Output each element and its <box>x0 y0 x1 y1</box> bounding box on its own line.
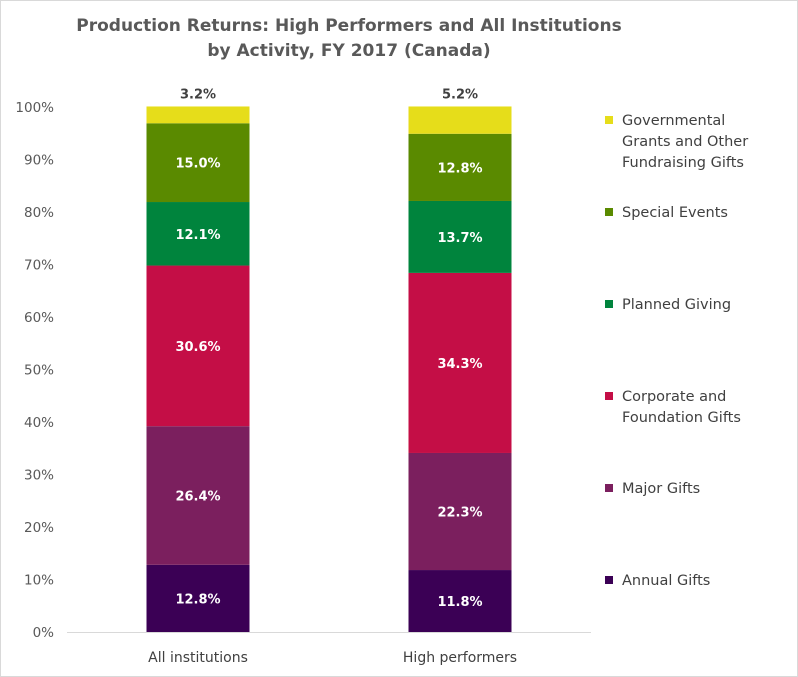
bar-segment <box>146 265 250 427</box>
legend-label: Planned Giving <box>622 297 731 313</box>
legend-swatch <box>605 300 613 308</box>
legend-item: Special Events <box>605 205 728 221</box>
data-label: 15.0% <box>175 157 220 172</box>
legend-item: Governmental Grants and Other Fundraising … <box>605 113 748 171</box>
legend-label: Annual Gifts <box>622 573 710 589</box>
data-label: 5.2% <box>442 87 478 102</box>
legend-label: Special Events <box>622 205 728 221</box>
bar-segment <box>408 106 512 134</box>
bar-segment <box>408 452 512 571</box>
data-label: 3.2% <box>180 87 216 102</box>
legend-item: Corporate and Foundation Gifts <box>605 389 741 426</box>
y-tick-label: 20% <box>24 520 54 536</box>
bar-segment <box>408 133 512 201</box>
bar-segment <box>146 202 250 266</box>
y-tick-label: 0% <box>33 625 55 641</box>
bar-segment <box>408 570 512 632</box>
chart-title-line-2: by Activity, FY 2017 (Canada) <box>207 41 490 61</box>
data-label: 30.6% <box>175 340 220 355</box>
legend-label: Grants and Other <box>622 134 748 150</box>
x-category-label: High performers <box>403 650 517 666</box>
y-tick-label: 70% <box>24 258 54 274</box>
legend-label: Major Gifts <box>622 481 700 497</box>
legend-item: Annual Gifts <box>605 573 710 589</box>
chart-title: Production Returns: High Performers and … <box>76 16 621 61</box>
legend-swatch <box>605 392 613 400</box>
y-tick-label: 80% <box>24 205 54 221</box>
data-label: 34.3% <box>437 357 482 372</box>
data-label: 11.8% <box>437 595 482 610</box>
data-label: 12.1% <box>175 228 220 243</box>
y-tick-label: 40% <box>24 415 54 431</box>
bar-segment <box>146 123 250 203</box>
legend-item: Planned Giving <box>605 297 731 313</box>
bar-stack: 11.8% 22.3% 34.3% 13.7% 12.8% 5.2% <box>408 87 512 632</box>
legend-swatch <box>605 208 613 216</box>
legend: Governmental Grants and Other Fundraising … <box>605 113 748 589</box>
legend-label: Foundation Gifts <box>622 410 741 426</box>
x-category-label: All institutions <box>148 650 248 666</box>
y-tick-label: 30% <box>24 468 54 484</box>
legend-label: Governmental <box>622 113 725 129</box>
legend-label: Corporate and <box>622 389 726 405</box>
bar-segment <box>408 272 512 453</box>
legend-label: Fundraising Gifts <box>622 155 744 171</box>
chart-title-line-1: Production Returns: High Performers and … <box>76 16 621 36</box>
y-tick-label: 100% <box>15 100 54 116</box>
y-tick-label: 60% <box>24 310 54 326</box>
x-axis: All institutions High performers <box>67 632 591 666</box>
bar-stack: 12.8% 26.4% 30.6% 12.1% 15.0% 3.2% <box>146 87 250 632</box>
data-label: 26.4% <box>175 490 220 505</box>
y-tick-label: 90% <box>24 153 54 169</box>
bar-segment <box>146 426 250 565</box>
data-label: 22.3% <box>437 506 482 521</box>
legend-swatch <box>605 116 613 124</box>
legend-item: Major Gifts <box>605 481 700 497</box>
data-label: 12.8% <box>437 161 482 176</box>
legend-swatch <box>605 576 613 584</box>
bars: 12.8% 26.4% 30.6% 12.1% 15.0% 3.2% 11.8% 22.3% 3… <box>146 87 512 632</box>
y-tick-label: 10% <box>24 573 54 589</box>
bar-segment <box>146 106 250 124</box>
y-tick-label: 50% <box>24 363 54 379</box>
bar-segment <box>146 564 250 632</box>
y-axis: 0% 10% 20% 30% 40% 50% 60% 70% 80% 90% 100% <box>15 100 54 641</box>
data-label: 13.7% <box>437 231 482 246</box>
data-label: 12.8% <box>175 592 220 607</box>
bar-segment <box>408 200 512 273</box>
legend-swatch <box>605 484 613 492</box>
